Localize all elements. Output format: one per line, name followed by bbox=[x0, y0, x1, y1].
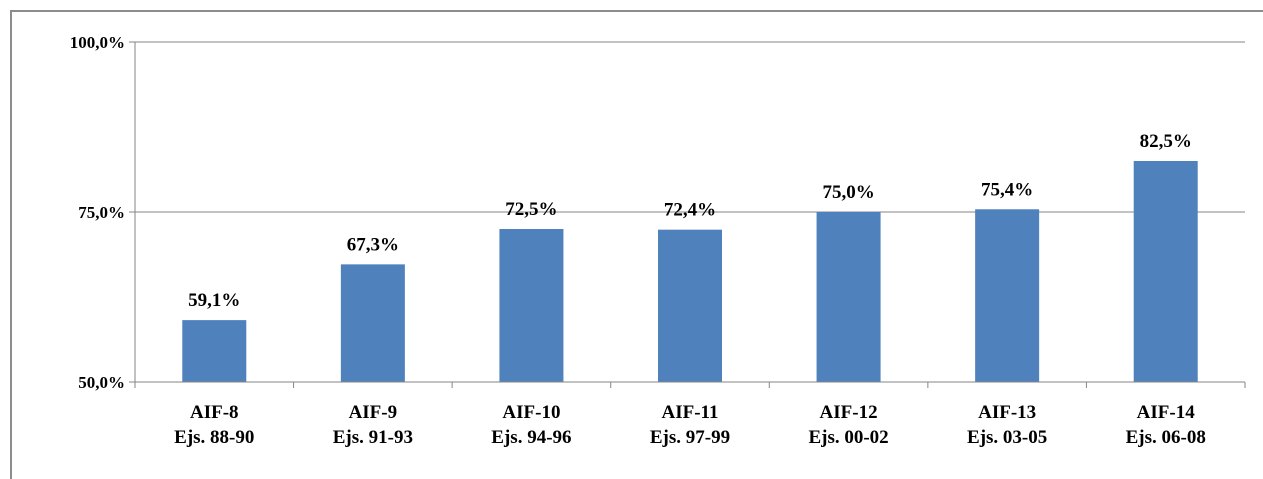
category-labels: AIF-8 Ejs. 88-90 AIF-9 Ejs. 91-93 AIF-10 Ejs.… bbox=[174, 402, 1206, 448]
x-tick-label: Ejs. 91-93 bbox=[333, 427, 413, 448]
bars bbox=[182, 161, 1198, 382]
data-label: 72,5% bbox=[505, 199, 557, 220]
x-tick-label: Ejs. 03-05 bbox=[967, 427, 1047, 448]
x-tick-label: AIF-9 bbox=[349, 402, 398, 423]
x-axis bbox=[134, 42, 1246, 388]
bar bbox=[658, 229, 722, 382]
x-tick-label: AIF-13 bbox=[978, 402, 1036, 423]
data-label: 67,3% bbox=[347, 234, 399, 255]
x-tick-label: AIF-8 bbox=[190, 402, 239, 423]
x-tick-label: AIF-11 bbox=[662, 402, 719, 423]
x-tick-label: Ejs. 88-90 bbox=[174, 427, 254, 448]
bar bbox=[182, 320, 247, 382]
y-tick-label: 50,0% bbox=[78, 373, 125, 392]
data-label: 72,4% bbox=[664, 200, 716, 221]
y-tick-label: 100,0% bbox=[70, 33, 125, 52]
bar bbox=[340, 264, 405, 382]
bar bbox=[816, 212, 881, 382]
bar bbox=[975, 209, 1040, 382]
data-label: 82,5% bbox=[1140, 131, 1192, 152]
x-tick-label: AIF-10 bbox=[502, 402, 560, 423]
x-tick-label: Ejs. 00-02 bbox=[808, 427, 888, 448]
gridlines bbox=[135, 41, 1245, 213]
x-tick-label: Ejs. 06-08 bbox=[1126, 427, 1206, 448]
x-tick-label: Ejs. 97-99 bbox=[650, 427, 730, 448]
chart-frame bbox=[10, 10, 1263, 479]
data-label: 59,1% bbox=[188, 290, 240, 311]
bar bbox=[1133, 161, 1198, 382]
x-tick-label: Ejs. 94-96 bbox=[491, 427, 571, 448]
data-label: 75,4% bbox=[981, 179, 1033, 200]
y-tick-label: 75,0% bbox=[78, 203, 125, 222]
x-tick-label: AIF-12 bbox=[820, 402, 878, 423]
y-axis-ticks: 50,0% 75,0% 100,0% bbox=[70, 33, 135, 392]
data-labels: 59,1% 67,3% 72,5% 72,4% 75,0% 75,4% 82,5% bbox=[188, 131, 1192, 311]
bar bbox=[499, 229, 564, 382]
x-tick-label: AIF-14 bbox=[1137, 402, 1196, 423]
data-label: 75,0% bbox=[822, 182, 874, 203]
